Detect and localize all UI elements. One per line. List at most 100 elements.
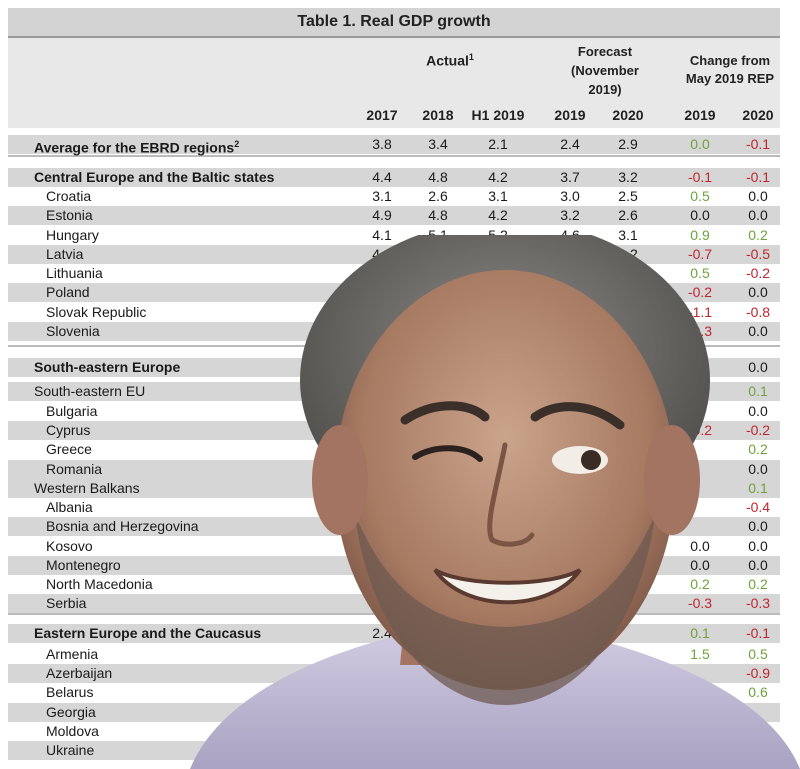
table-cell: 0.0 [690, 207, 710, 223]
row-label-text: Cyprus [46, 422, 91, 438]
row-label-text: Moldova [46, 723, 99, 739]
row-label: Romania [46, 460, 102, 479]
row-label-text: Eastern Europe and the Caucasus [34, 625, 262, 641]
table-cell: 3.0 [560, 188, 580, 204]
row-label: Montenegro [46, 556, 121, 575]
table-cell: 4.2 [488, 207, 508, 223]
table-cell: 0.0 [748, 538, 768, 554]
row-label-text: Hungary [46, 227, 99, 243]
row-label: Slovak Republic [46, 303, 146, 322]
row-label-text: Belarus [46, 684, 94, 700]
table-cell: 4.1 [372, 227, 392, 243]
table-cell: -0.1 [745, 169, 771, 185]
table-cell: 1.5 [690, 646, 710, 662]
row-label-text: Lithuania [46, 265, 103, 281]
row-label: Eastern Europe and the Caucasus [34, 624, 261, 643]
year-header-1: 2018 [422, 107, 454, 123]
row-label-text: Croatia [46, 188, 92, 204]
table-row: Average for the EBRD regions2 3.8 3.4 2.1 2.… [8, 135, 780, 156]
row-label: Serbia [46, 594, 86, 613]
table-cell: -0.1 [687, 169, 713, 185]
table-cell: 0.2 [748, 227, 768, 243]
row-label: Kosovo [46, 537, 93, 556]
table-cell: 0.1 [690, 625, 710, 641]
row-label-text: Bosnia and Herzegovina [46, 518, 199, 534]
row-label: Poland [46, 283, 90, 302]
table-cell: 0.0 [748, 188, 768, 204]
table-cell: -1.1 [687, 304, 713, 320]
row-label: Bosnia and Herzegovina [46, 517, 199, 536]
table-cell: 0.0 [748, 403, 768, 419]
row-label-text: Montenegro [46, 557, 121, 573]
table-cell: 3.2 [560, 207, 580, 223]
row-label: North Macedonia [46, 575, 153, 594]
row-label: Georgia [46, 703, 96, 722]
table-cell: 2.6 [618, 207, 638, 223]
table-cell: 3.1 [372, 188, 392, 204]
row-label: Moldova [46, 722, 99, 741]
table-cell: 0.5 [690, 188, 710, 204]
table-cell: 0.0 [748, 284, 768, 300]
table-cell: 0.1 [748, 383, 768, 399]
row-label: Central Europe and the Baltic states [34, 168, 274, 187]
table-cell: 0.9 [690, 227, 710, 243]
table-cell: 4.9 [372, 207, 392, 223]
row-label: South-eastern Europe [34, 358, 180, 377]
table-header [8, 38, 780, 128]
row-label: Armenia [46, 645, 98, 664]
table-cell: -0.7 [687, 246, 713, 262]
row-label-text: Armenia [46, 646, 99, 662]
table-cell: 2.4 [560, 136, 580, 152]
row-label: Bulgaria [46, 402, 97, 421]
table-cell: 0.6 [748, 684, 768, 700]
row-label: Azerbaijan [46, 664, 112, 683]
row-label-text: Greece [46, 441, 92, 457]
row-label-text: South-eastern EU [34, 383, 146, 399]
table-cell: 4.2 [488, 169, 508, 185]
header-change: Change from May 2019 REP [685, 53, 775, 86]
header-actual: Actual1 [426, 52, 474, 69]
header-forecast: Forecast (November 2019) [571, 44, 639, 97]
table-cell: 4.8 [428, 169, 448, 185]
row-label: Hungary [46, 226, 99, 245]
table-cell: 0.0 [748, 518, 768, 534]
table-row: Moldova [8, 722, 780, 741]
row-label: Slovenia [46, 322, 100, 341]
row-label-text: Serbia [46, 595, 87, 611]
row-label-text: Bulgaria [46, 403, 98, 419]
table-cell: -0.1 [745, 625, 771, 641]
table-cell: 0.2 [748, 576, 768, 592]
table-cell: 0.0 [748, 207, 768, 223]
table-cell: 4.4 [372, 169, 392, 185]
row-label: Greece [46, 440, 92, 459]
row-label: Average for the EBRD regions2 [34, 135, 239, 158]
table-cell: 0.5 [690, 265, 710, 281]
row-label-text: Romania [46, 461, 103, 477]
row-label: Estonia [46, 206, 93, 225]
table-cell: -0.2 [745, 265, 771, 281]
row-label: Western Balkans [34, 479, 140, 498]
row-label: Ukraine [46, 741, 94, 760]
row-label: Lithuania [46, 264, 103, 283]
table-cell: 0.0 [748, 557, 768, 573]
table-cell: 0.5 [748, 646, 768, 662]
row-label: Belarus [46, 683, 93, 702]
row-label: Croatia [46, 187, 91, 206]
table-cell: 3.7 [560, 169, 580, 185]
row-label-text: Central Europe and the Baltic states [34, 169, 275, 185]
table-cell: 0.2 [690, 576, 710, 592]
year-header-3: 2019 [554, 107, 586, 123]
row-label-text: Latvia [46, 246, 84, 262]
row-label-text: Azerbaijan [46, 665, 113, 681]
table-cell: 3.1 [618, 227, 638, 243]
table-cell: -0.3 [687, 595, 713, 611]
table-row: Croatia 3.1 2.6 3.1 3.0 2.5 0.5 0.0 [8, 187, 780, 206]
table-cell: -0.2 [745, 422, 771, 438]
table-cell: -0.3 [745, 595, 771, 611]
row-label-text: Georgia [46, 704, 96, 720]
table-cell: 3.1 [488, 188, 508, 204]
table-cell: 4.8 [428, 207, 448, 223]
year-header-2: H1 2019 [471, 107, 525, 123]
